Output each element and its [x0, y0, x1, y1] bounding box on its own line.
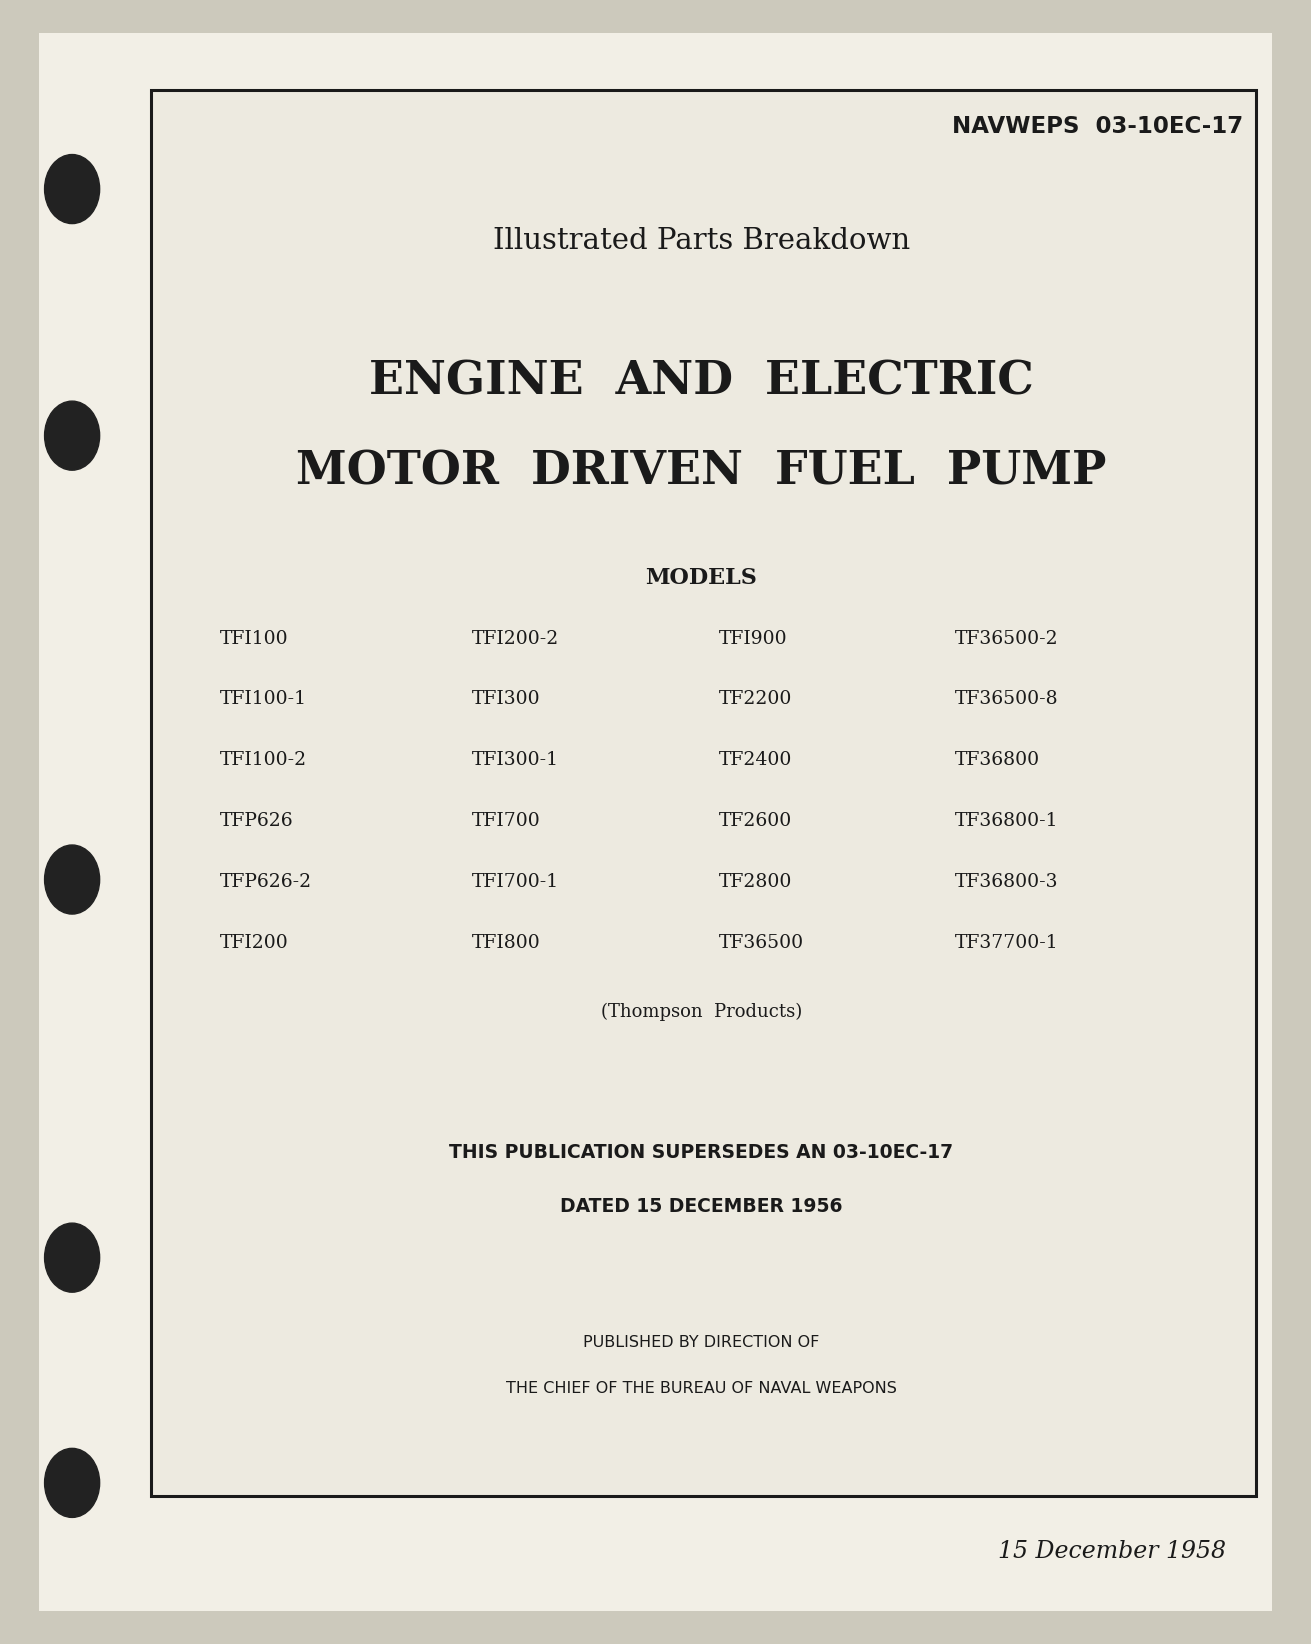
Text: THE CHIEF OF THE BUREAU OF NAVAL WEAPONS: THE CHIEF OF THE BUREAU OF NAVAL WEAPONS — [506, 1381, 897, 1396]
Text: TFI100-2: TFI100-2 — [220, 751, 307, 769]
Text: TFI100-1: TFI100-1 — [220, 690, 307, 709]
Text: THIS PUBLICATION SUPERSEDES AN 03-10EC-17: THIS PUBLICATION SUPERSEDES AN 03-10EC-1… — [450, 1143, 953, 1162]
Text: TF2600: TF2600 — [718, 812, 792, 830]
Text: TF36500-8: TF36500-8 — [954, 690, 1058, 709]
Text: TF2400: TF2400 — [718, 751, 792, 769]
Text: TF36800-3: TF36800-3 — [954, 873, 1058, 891]
Circle shape — [45, 845, 100, 914]
Text: TFP626-2: TFP626-2 — [220, 873, 312, 891]
Text: TFI900: TFI900 — [718, 630, 787, 648]
Text: TF2200: TF2200 — [718, 690, 792, 709]
Text: MOTOR  DRIVEN  FUEL  PUMP: MOTOR DRIVEN FUEL PUMP — [296, 449, 1106, 495]
Bar — [151, 90, 1256, 1496]
Circle shape — [45, 155, 100, 224]
Text: TFI700: TFI700 — [472, 812, 540, 830]
Text: (Thompson  Products): (Thompson Products) — [600, 1003, 802, 1021]
Text: TFP626: TFP626 — [220, 812, 294, 830]
Text: DATED 15 DECEMBER 1956: DATED 15 DECEMBER 1956 — [560, 1197, 843, 1217]
Text: TF36800-1: TF36800-1 — [954, 812, 1058, 830]
Text: TFI100: TFI100 — [220, 630, 288, 648]
Text: Illustrated Parts Breakdown: Illustrated Parts Breakdown — [493, 227, 910, 255]
Text: TFI200-2: TFI200-2 — [472, 630, 560, 648]
Text: 15 December 1958: 15 December 1958 — [998, 1540, 1226, 1563]
Circle shape — [45, 1448, 100, 1517]
Text: TFI800: TFI800 — [472, 934, 540, 952]
Circle shape — [45, 401, 100, 470]
Text: TF36500-2: TF36500-2 — [954, 630, 1058, 648]
Text: MODELS: MODELS — [645, 567, 758, 589]
Text: TFI300: TFI300 — [472, 690, 540, 709]
Text: TFI700-1: TFI700-1 — [472, 873, 558, 891]
Text: TFI200: TFI200 — [220, 934, 288, 952]
Text: TF37700-1: TF37700-1 — [954, 934, 1058, 952]
Text: TFI300-1: TFI300-1 — [472, 751, 558, 769]
Circle shape — [45, 1223, 100, 1292]
Text: NAVWEPS  03-10EC-17: NAVWEPS 03-10EC-17 — [952, 115, 1243, 138]
Text: TF2800: TF2800 — [718, 873, 792, 891]
Text: PUBLISHED BY DIRECTION OF: PUBLISHED BY DIRECTION OF — [583, 1335, 819, 1350]
Text: TF36800: TF36800 — [954, 751, 1040, 769]
Text: TF36500: TF36500 — [718, 934, 804, 952]
Text: ENGINE  AND  ELECTRIC: ENGINE AND ELECTRIC — [368, 358, 1034, 404]
